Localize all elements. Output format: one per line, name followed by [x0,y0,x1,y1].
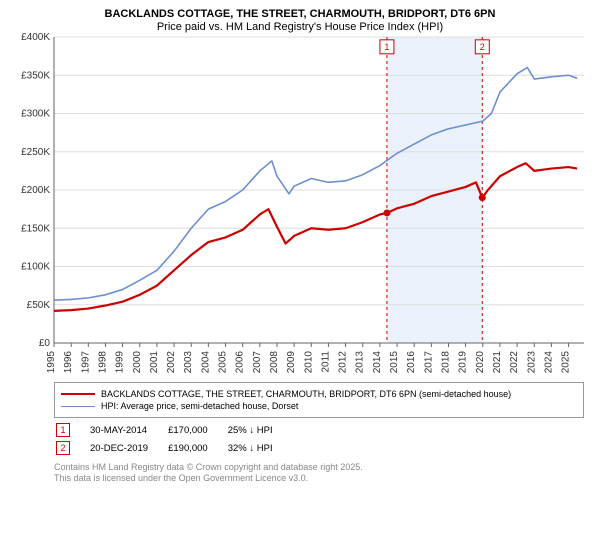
marker-2-diff: 32% ↓ HPI [228,440,291,456]
svg-text:£350K: £350K [21,70,50,81]
attribution-text: Contains HM Land Registry data © Crown c… [54,462,590,485]
marker-box-1: 1 [56,423,70,437]
svg-text:2001: 2001 [149,351,160,373]
svg-text:2012: 2012 [338,351,349,373]
marker-1-price: £170,000 [168,422,226,438]
svg-text:2000: 2000 [132,351,143,373]
svg-text:2013: 2013 [355,351,366,373]
svg-text:2009: 2009 [286,351,297,373]
marker-1-date: 30-MAY-2014 [90,422,166,438]
svg-text:1995: 1995 [46,351,57,373]
svg-text:2003: 2003 [183,351,194,373]
svg-text:£100K: £100K [21,262,50,273]
svg-text:2017: 2017 [423,351,434,373]
svg-text:2021: 2021 [492,351,503,373]
marker-2-date: 20-DEC-2019 [90,440,166,456]
svg-text:2022: 2022 [509,351,520,373]
marker-row-2: 2 20-DEC-2019 £190,000 32% ↓ HPI [56,440,291,456]
svg-text:2025: 2025 [561,351,572,373]
svg-text:£0: £0 [39,338,51,349]
svg-text:2007: 2007 [252,351,263,373]
svg-text:2002: 2002 [166,351,177,373]
svg-text:2010: 2010 [303,351,314,373]
svg-text:1998: 1998 [97,351,108,373]
chart-subtitle: Price paid vs. HM Land Registry's House … [10,21,590,33]
svg-text:£50K: £50K [27,300,51,311]
svg-text:£300K: £300K [21,109,50,120]
chart-area: £0 £50K £100K £150K £200K £250K £300K £350K £400… [10,33,590,378]
svg-text:2020: 2020 [475,351,486,373]
svg-text:2014: 2014 [372,351,383,373]
svg-text:1: 1 [384,42,389,52]
svg-text:£250K: £250K [21,147,50,158]
svg-text:£200K: £200K [21,185,50,196]
legend-label-1: BACKLANDS COTTAGE, THE STREET, CHARMOUTH… [101,389,511,399]
legend-item-price-paid: BACKLANDS COTTAGE, THE STREET, CHARMOUTH… [61,389,577,399]
legend-box: BACKLANDS COTTAGE, THE STREET, CHARMOUTH… [54,382,584,418]
svg-text:2004: 2004 [200,351,211,373]
chart-title: BACKLANDS COTTAGE, THE STREET, CHARMOUTH… [10,8,590,20]
svg-text:£400K: £400K [21,33,50,43]
svg-text:2011: 2011 [320,351,331,373]
svg-text:2015: 2015 [389,351,400,373]
marker-row-1: 1 30-MAY-2014 £170,000 25% ↓ HPI [56,422,291,438]
legend-swatch-1 [61,393,95,395]
svg-text:2005: 2005 [218,351,229,373]
svg-text:2008: 2008 [269,351,280,373]
svg-text:2023: 2023 [526,351,537,373]
svg-text:1997: 1997 [80,351,91,373]
legend-swatch-2 [61,406,95,407]
svg-text:2: 2 [480,42,485,52]
legend-label-2: HPI: Average price, semi-detached house,… [101,401,298,411]
marker-1-diff: 25% ↓ HPI [228,422,291,438]
svg-text:1999: 1999 [115,351,126,373]
chart-svg: £0 £50K £100K £150K £200K £250K £300K £350K £400… [10,33,590,373]
svg-text:2019: 2019 [458,351,469,373]
svg-text:2016: 2016 [406,351,417,373]
svg-text:1996: 1996 [63,351,74,373]
svg-text:2018: 2018 [440,351,451,373]
marker-box-2: 2 [56,441,70,455]
svg-text:2024: 2024 [543,351,554,373]
legend-item-hpi: HPI: Average price, semi-detached house,… [61,401,577,411]
marker-table: 1 30-MAY-2014 £170,000 25% ↓ HPI 2 20-DE… [54,420,293,458]
marker-2-price: £190,000 [168,440,226,456]
svg-text:2006: 2006 [235,351,246,373]
svg-text:£150K: £150K [21,223,50,234]
